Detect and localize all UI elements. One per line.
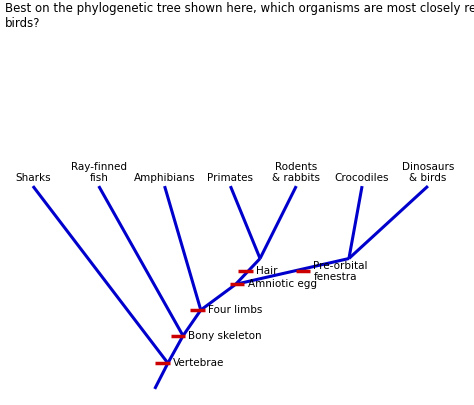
Text: Bony skeleton: Bony skeleton — [188, 331, 262, 341]
Text: Amniotic egg: Amniotic egg — [247, 279, 317, 289]
Text: Four limbs: Four limbs — [208, 305, 263, 315]
Text: Best on the phylogenetic tree shown here, which organisms are most closely relat: Best on the phylogenetic tree shown here… — [5, 2, 474, 30]
Text: Sharks: Sharks — [15, 173, 51, 183]
Text: Ray-finned
fish: Ray-finned fish — [71, 162, 127, 183]
Text: Dinosaurs
& birds: Dinosaurs & birds — [402, 162, 454, 183]
Text: Amphibians: Amphibians — [134, 173, 195, 183]
Text: Crocodiles: Crocodiles — [335, 173, 389, 183]
Text: Primates: Primates — [208, 173, 254, 183]
Text: Hair: Hair — [256, 266, 278, 276]
Text: Vertebrae: Vertebrae — [173, 358, 225, 368]
Text: Rodents
& rabbits: Rodents & rabbits — [272, 162, 320, 183]
Text: Pre-orbital
fenestra: Pre-orbital fenestra — [313, 260, 368, 282]
